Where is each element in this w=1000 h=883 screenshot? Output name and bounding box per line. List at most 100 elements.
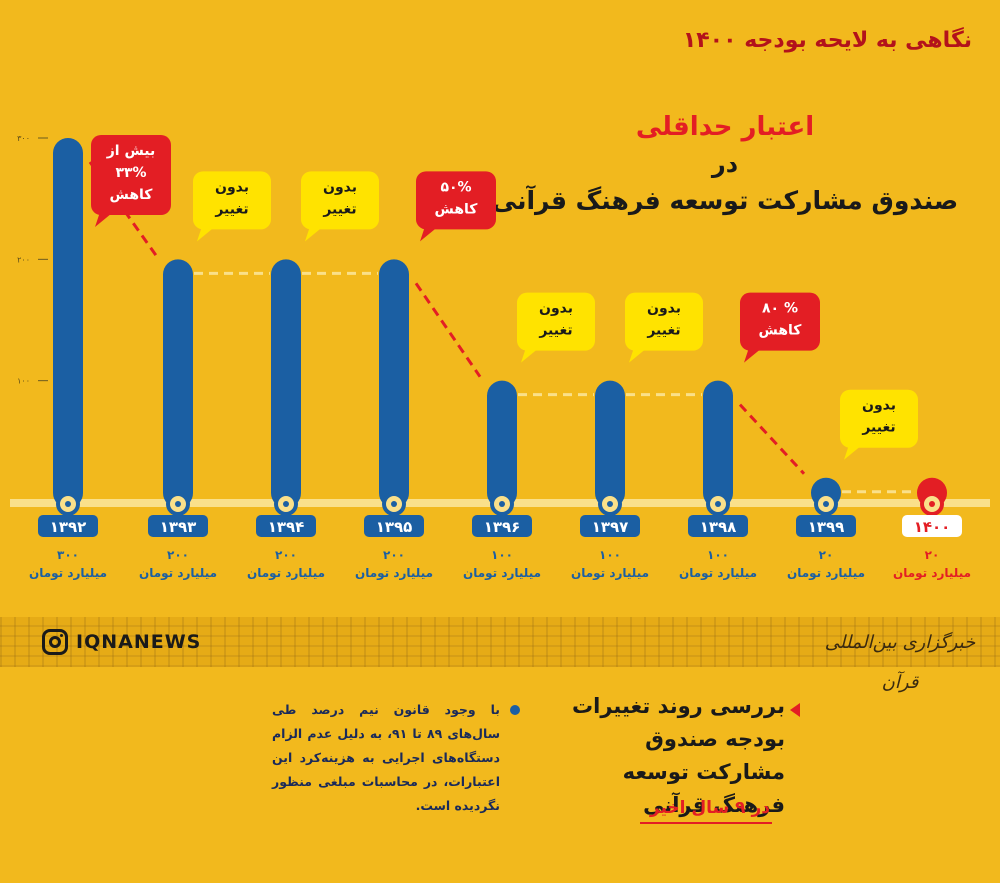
footnote-text: با وجود قانون نیم درصد طی سال‌های ۸۹ تا … [272, 702, 500, 813]
category-box [148, 515, 208, 537]
note-bullet-icon [510, 705, 520, 715]
instagram-text: IQNANEWS [76, 631, 202, 653]
unit-label: میلیارد تومان [29, 566, 107, 581]
axis-node-dot [823, 501, 829, 507]
callout-bubble [517, 292, 595, 351]
callout-text: ۳۳% [115, 165, 146, 181]
agency-logo: خبرگزاری بین‌المللی قرآن [824, 632, 976, 693]
unit-label: میلیارد تومان [893, 566, 971, 581]
value-label: ۱۰۰ [599, 548, 621, 562]
value-label: ۲۰۰ [383, 548, 405, 562]
callout-tail [629, 344, 651, 363]
callout-tail [305, 223, 327, 242]
callout-text: بدون [647, 301, 681, 317]
category-box [580, 515, 640, 537]
chart-title-main: اعتبار حداقلی [635, 112, 815, 142]
axis-node-dot [391, 501, 397, 507]
category-label: ۱۳۹۳ [160, 518, 197, 536]
y-tick-label: ۳۰۰ [17, 134, 30, 143]
value-label: ۲۰۰ [275, 548, 297, 562]
callout-text: بدون [215, 179, 249, 195]
category-box [688, 515, 748, 537]
category-box [256, 515, 316, 537]
category-label: ۱۳۹۸ [700, 518, 737, 536]
unit-label: میلیارد تومان [463, 566, 541, 581]
axis-node-dot [607, 501, 613, 507]
callout-text: تغییر [861, 420, 895, 436]
value-label: ۲۰ [925, 548, 940, 562]
axis-node-dot [499, 501, 505, 507]
callout-text: بدون [862, 398, 896, 414]
callout-text: تغییر [322, 201, 356, 217]
callout-bubble [416, 171, 496, 230]
category-label: ۱۳۹۴ [268, 518, 305, 536]
category-box [796, 515, 856, 537]
y-tick-label: ۱۰۰ [17, 377, 30, 386]
callout-bubble [193, 171, 271, 230]
callout-text: کاهش [435, 201, 479, 217]
callout-text: ۸۰ % [762, 301, 798, 317]
callout-tail [95, 209, 117, 227]
callout-tail [844, 441, 866, 460]
decrease-connector [738, 403, 806, 475]
unit-label: میلیارد تومان [139, 566, 217, 581]
instagram-handle: IQNANEWS [42, 625, 201, 659]
callout-text: تغییر [646, 323, 680, 339]
category-box [38, 515, 98, 537]
bar [703, 380, 733, 508]
axis-node-dot [929, 501, 935, 507]
unit-label: میلیارد تومان [355, 566, 433, 581]
category-box [364, 515, 424, 537]
bar [53, 138, 83, 508]
callout-bubble [91, 135, 171, 215]
callout-text: بدون [539, 301, 573, 317]
value-label: ۱۰۰ [491, 548, 513, 562]
unit-label: میلیارد تومان [247, 566, 325, 581]
callout-text: بیش از [106, 143, 156, 159]
unit-label: میلیارد تومان [571, 566, 649, 581]
decorative-band [0, 617, 1000, 667]
callout-text: بدون [323, 179, 357, 195]
y-tick-label: ۲۰۰ [17, 255, 30, 264]
bar [271, 259, 301, 508]
callout-text: ۵۰% [440, 179, 471, 195]
budget-bar-chart: ۰۱۰۰۲۰۰۳۰۰۱۳۹۲۳۰۰میلیارد تومان۱۳۹۳۲۰۰میل… [10, 134, 990, 581]
side-caption-sub: در ۹ سال اخیر [649, 798, 770, 818]
callout-bubble [301, 171, 379, 230]
value-label: ۲۰۰ [167, 548, 189, 562]
value-label: ۲۰ [819, 548, 834, 562]
callout-text: کاهش [759, 323, 803, 339]
axis-node-dot [65, 501, 71, 507]
callout-text: تغییر [538, 323, 572, 339]
category-label: ۱۳۹۵ [376, 518, 413, 536]
category-label: ۱۳۹۷ [592, 518, 629, 536]
decrease-connector [414, 282, 482, 378]
category-label: ۱۳۹۲ [50, 518, 87, 536]
side-caption-underline [640, 822, 772, 824]
callout-tail [744, 344, 766, 363]
side-caption: بررسی روند تغییرات بودجه صندوق مشارکت تو… [572, 694, 785, 817]
chart-title-sub: صندوق مشارکت توسعه فرهنگ قرآنی [491, 186, 959, 215]
chart-title-connector: در [711, 150, 739, 178]
callout-tail [197, 223, 219, 242]
page-header: نگاهی به لایحه بودجه ۱۴۰۰ [682, 28, 972, 53]
callout-bubble [840, 389, 918, 448]
axis-node-dot [175, 501, 181, 507]
callout-text: تغییر [214, 201, 248, 217]
callout-text: کاهش [110, 187, 154, 203]
callout-bubble [625, 292, 703, 351]
axis-node-dot [283, 501, 289, 507]
bar [595, 380, 625, 508]
instagram-icon [42, 629, 68, 655]
callout-tail [420, 223, 442, 242]
callout-bubble [740, 292, 820, 351]
category-box [472, 515, 532, 537]
value-label: ۳۰۰ [57, 548, 79, 562]
category-box [902, 515, 962, 537]
category-label: ۱۴۰۰ [914, 518, 951, 536]
bar [379, 259, 409, 508]
pointer-arrow-icon [790, 703, 800, 717]
axis-node-dot [715, 501, 721, 507]
bar [487, 380, 517, 508]
bar [163, 259, 193, 508]
